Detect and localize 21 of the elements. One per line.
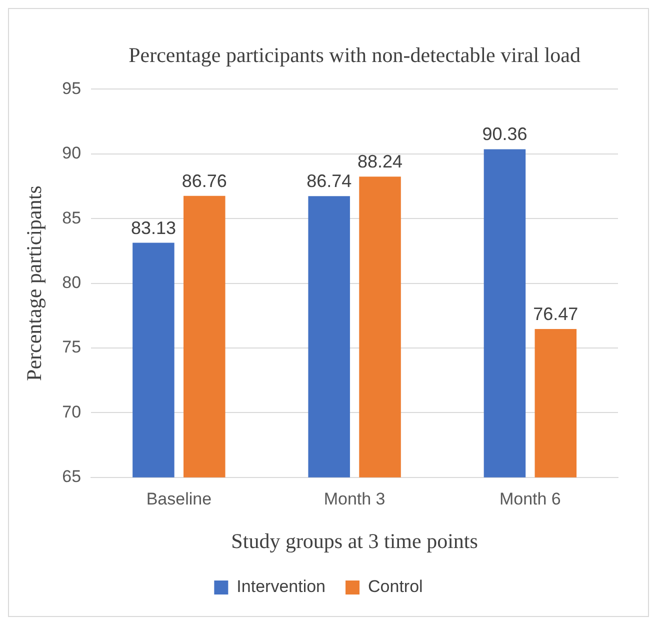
y-tick-label: 90 [62, 144, 82, 163]
y-axis-title: Percentage participants [22, 186, 46, 381]
data-label: 90.36 [482, 124, 528, 144]
data-label: 76.47 [533, 304, 578, 324]
x-tick-label: Baseline [146, 489, 212, 508]
legend-label: Intervention [236, 577, 326, 596]
x-tick-label: Month 3 [324, 489, 386, 508]
y-tick-label: 85 [62, 208, 82, 228]
data-label: 86.74 [306, 171, 352, 192]
y-tick-label: 65 [62, 467, 82, 486]
legend-label: Control [368, 577, 423, 596]
x-axis-title: Study groups at 3 time points [231, 528, 478, 553]
chart-title: Percentage participants with non-detectable viral load [128, 43, 581, 68]
y-tick-label: 80 [62, 272, 82, 292]
data-label: 83.13 [130, 218, 176, 238]
data-label: 86.76 [182, 170, 227, 191]
y-tick-label: 75 [62, 338, 82, 357]
x-tick-label: Month 6 [499, 489, 561, 508]
y-tick-label: 95 [62, 78, 82, 98]
data-label: 88.24 [358, 152, 403, 172]
y-tick-label: 70 [62, 402, 82, 422]
